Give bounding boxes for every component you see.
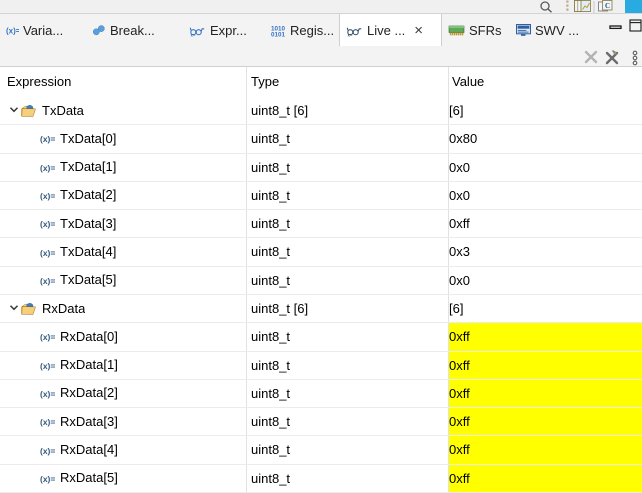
svg-text:(x)=: (x)= [40, 332, 55, 342]
svg-text:(x)=: (x)= [40, 162, 55, 172]
svg-text:(x)=: (x)= [40, 191, 55, 201]
svg-text:(x)=: (x)= [40, 389, 55, 399]
svg-text:(x)=: (x)= [40, 445, 55, 455]
svg-text:(x)=: (x)= [40, 219, 55, 229]
svg-text:(x)=: (x)= [40, 247, 55, 257]
svg-text:0101: 0101 [271, 31, 286, 37]
svg-text:x=: x= [191, 32, 196, 36]
svg-text:(x)=: (x)= [40, 417, 55, 427]
svg-text:(x)=: (x)= [40, 361, 55, 371]
svg-text:(x)=: (x)= [6, 26, 19, 35]
svg-text:(x)=: (x)= [40, 276, 55, 286]
svg-text:x=: x= [348, 33, 353, 37]
svg-text:C: C [605, 2, 610, 10]
svg-text:(x)=: (x)= [40, 134, 55, 144]
svg-text:(x)=: (x)= [40, 474, 55, 484]
